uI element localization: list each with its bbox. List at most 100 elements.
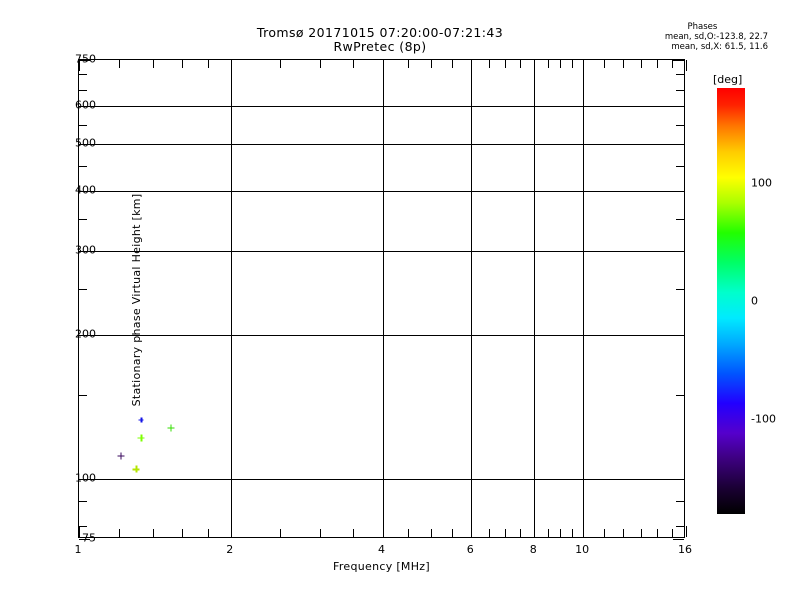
y-axis-minor-tick <box>676 501 684 503</box>
data-point-marker <box>132 465 140 473</box>
y-axis-tick <box>79 479 90 481</box>
x-axis-minor-tick <box>640 60 642 68</box>
y-axis-tick-label: 100 <box>75 471 96 485</box>
colorbar-tick-label: 0 <box>751 294 758 308</box>
x-axis-minor-tick <box>571 529 573 537</box>
y-axis-tick <box>79 144 90 146</box>
colorbar-unit-label: [deg] <box>713 73 743 86</box>
data-point-marker <box>138 417 144 423</box>
x-axis-tick <box>382 526 384 537</box>
gridline-horizontal <box>79 190 684 192</box>
y-axis-minor-tick <box>79 218 87 220</box>
x-axis-tick <box>471 526 473 537</box>
x-axis-minor-tick <box>547 529 549 537</box>
y-axis-tick-label: 400 <box>75 183 96 197</box>
x-axis-minor-tick <box>656 529 658 537</box>
gridline-vertical <box>230 60 232 537</box>
x-axis-minor-tick <box>505 60 507 68</box>
y-axis-minor-tick <box>676 394 684 396</box>
gridline-horizontal <box>79 144 684 146</box>
x-axis-minor-tick <box>279 60 281 68</box>
y-axis-minor-tick <box>676 288 684 290</box>
y-axis-title: Stationary phase Virtual Height [km] <box>129 193 143 407</box>
x-axis-tick <box>534 60 536 71</box>
phase-colorbar <box>717 88 745 514</box>
x-axis-tick-label: 1 <box>74 543 82 556</box>
y-axis-minor-tick <box>676 218 684 220</box>
y-axis-tick <box>673 60 684 61</box>
x-axis-tick <box>583 526 585 537</box>
x-axis-minor-tick <box>452 529 454 537</box>
x-axis-tick <box>686 526 687 537</box>
x-axis-minor-tick <box>623 60 625 68</box>
x-axis-tick <box>686 60 687 71</box>
gridline-vertical <box>382 60 384 537</box>
y-axis-minor-tick <box>676 89 684 91</box>
data-point-marker <box>117 452 125 460</box>
y-axis-tick-label: 200 <box>75 327 96 341</box>
y-axis-minor-tick <box>676 166 684 168</box>
x-axis-tick <box>230 526 232 537</box>
y-axis-tick <box>673 334 684 336</box>
x-axis-minor-tick <box>603 529 605 537</box>
phase-statistics-block: Phases mean, sd,O:-123.8, 22.7 mean, sd,… <box>665 22 768 52</box>
plot-area <box>78 59 687 540</box>
y-axis-minor-tick <box>79 124 87 126</box>
x-axis-tick <box>230 60 232 71</box>
x-axis-tick-label: 2 <box>226 543 234 556</box>
x-axis-minor-tick <box>671 529 673 537</box>
x-axis-minor-tick <box>408 60 410 68</box>
y-axis-tick-label: 750 <box>75 52 96 66</box>
x-axis-minor-tick <box>488 529 490 537</box>
x-axis-minor-tick <box>547 60 549 68</box>
x-axis-minor-tick <box>520 60 522 68</box>
y-axis-tick-label: 300 <box>75 243 96 257</box>
gridline-vertical <box>471 60 473 537</box>
gridline-horizontal <box>79 334 684 336</box>
y-axis-minor-tick <box>79 501 87 503</box>
data-point-marker <box>137 434 145 442</box>
x-axis-minor-tick <box>207 529 209 537</box>
y-axis-tick <box>673 190 684 192</box>
x-axis-tick <box>79 60 80 71</box>
plot-title-block: Tromsø 20171015 07:20:00-07:21:43 RwPret… <box>0 26 760 54</box>
y-axis-minor-tick <box>79 166 87 168</box>
y-axis-minor-tick <box>79 74 87 76</box>
data-point-marker <box>167 424 175 432</box>
gridline-vertical <box>534 60 536 537</box>
y-axis-tick <box>79 190 90 192</box>
statistics-o-mode: mean, sd,O:-123.8, 22.7 <box>664 32 768 42</box>
plot-title-main: Tromsø 20171015 07:20:00-07:21:43 <box>256 25 504 40</box>
x-axis-minor-tick <box>603 60 605 68</box>
x-axis-minor-tick <box>181 60 183 68</box>
y-axis-tick <box>79 539 90 540</box>
x-axis-minor-tick <box>181 529 183 537</box>
x-axis-tick <box>79 526 80 537</box>
x-axis-minor-tick <box>431 529 433 537</box>
y-axis-tick-label: 500 <box>75 136 96 150</box>
y-axis-tick <box>79 60 90 61</box>
x-axis-minor-tick <box>671 60 673 68</box>
x-axis-minor-tick <box>452 60 454 68</box>
y-axis-minor-tick <box>79 394 87 396</box>
x-axis-minor-tick <box>152 60 154 68</box>
x-axis-tick-label: 4 <box>378 543 385 556</box>
statistics-x-mode: mean, sd,X: 61.5, 11.6 <box>671 42 768 52</box>
colorbar-tick-label: -100 <box>751 412 776 426</box>
x-axis-title: Frequency [MHz] <box>333 560 430 573</box>
plot-title-sub: RwPretec (8p) <box>333 39 427 54</box>
x-axis-minor-tick <box>623 529 625 537</box>
x-axis-minor-tick <box>560 60 562 68</box>
x-axis-minor-tick <box>408 529 410 537</box>
gridline-vertical <box>583 60 585 537</box>
x-axis-minor-tick <box>505 529 507 537</box>
x-axis-minor-tick <box>571 60 573 68</box>
statistics-heading: Phases <box>687 22 718 32</box>
x-axis-tick <box>583 60 585 71</box>
x-axis-minor-tick <box>520 529 522 537</box>
x-axis-tick-label: 6 <box>466 543 474 556</box>
x-axis-minor-tick <box>319 60 321 68</box>
y-axis-tick <box>673 539 684 540</box>
x-axis-minor-tick <box>656 60 658 68</box>
x-axis-minor-tick <box>118 529 120 537</box>
